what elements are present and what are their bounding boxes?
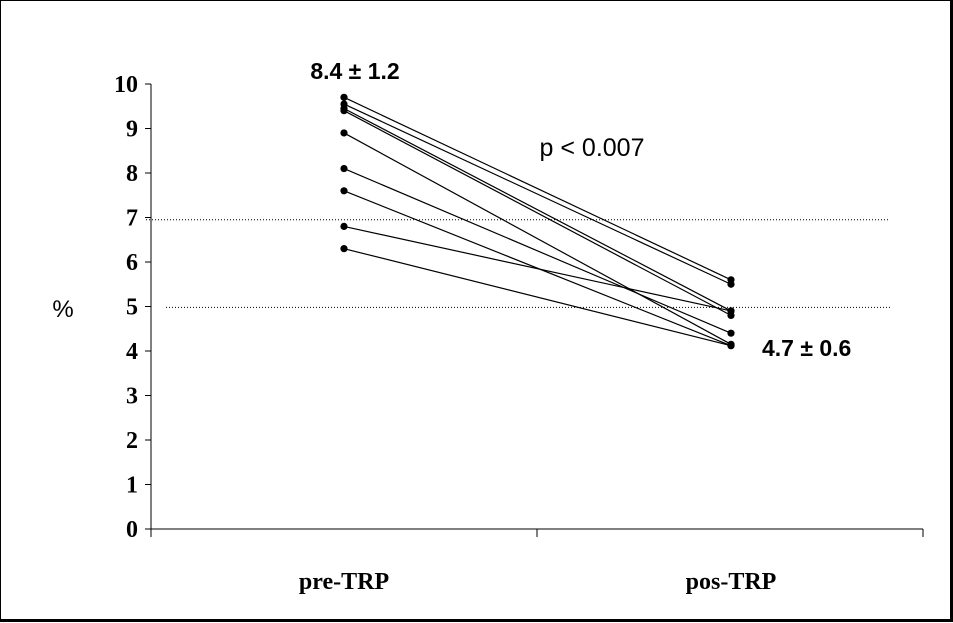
y-tick-label: 5 xyxy=(126,295,138,321)
data-point xyxy=(340,222,348,230)
data-point xyxy=(727,342,735,350)
series-line xyxy=(343,96,732,281)
x-category-label: pos-TRP xyxy=(686,569,777,595)
y-tick-label: 4 xyxy=(126,339,138,365)
y-tick-label: 6 xyxy=(126,250,138,276)
data-point xyxy=(727,329,735,337)
data-point xyxy=(340,93,348,101)
data-point xyxy=(340,129,348,137)
post-mean-annotation: 4.7 ± 0.6 xyxy=(762,335,851,361)
y-tick-label: 1 xyxy=(126,473,138,499)
y-tick-label: 3 xyxy=(126,384,138,410)
y-tick-label: 9 xyxy=(126,117,138,143)
data-point xyxy=(727,307,735,315)
y-tick-label: 8 xyxy=(126,161,138,187)
x-category-label: pre-TRP xyxy=(299,569,389,595)
series-line xyxy=(343,107,732,312)
data-point xyxy=(340,107,348,115)
series-line xyxy=(343,225,732,312)
series-line xyxy=(343,132,732,345)
series-line xyxy=(343,110,732,316)
p-value-annotation: p < 0.007 xyxy=(540,134,645,162)
y-tick-label: 0 xyxy=(126,517,138,543)
data-point xyxy=(340,187,348,195)
data-point xyxy=(340,245,348,253)
y-tick-label: 7 xyxy=(126,206,138,232)
y-tick-label: 10 xyxy=(114,72,138,98)
data-point xyxy=(340,164,348,173)
y-tick-label: 2 xyxy=(126,428,138,454)
y-axis-label: % xyxy=(52,296,73,323)
series-line xyxy=(343,167,732,334)
series-line xyxy=(343,103,732,285)
series-line xyxy=(343,248,732,347)
pre-mean-annotation: 8.4 ± 1.2 xyxy=(310,58,399,84)
data-point xyxy=(727,280,735,288)
